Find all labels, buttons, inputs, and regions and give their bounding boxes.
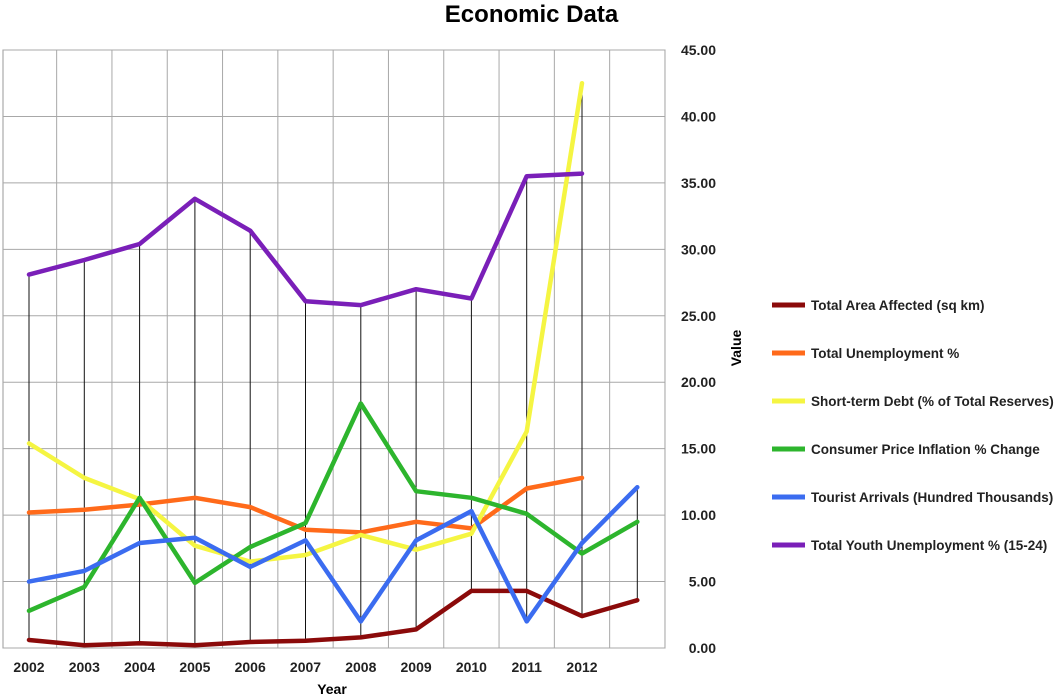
legend: Total Area Affected (sq km) Total Unemplo… [772, 298, 1054, 553]
drop-lines [28, 83, 638, 646]
series-line [26, 401, 640, 614]
series-line [26, 475, 585, 535]
x-axis-label: Year [317, 681, 347, 697]
chart-title: Economic Data [444, 1, 619, 28]
y-axis-ticks: 0.00 5.00 10.00 15.00 20.00 25.00 30.00 35.00 40… [681, 42, 716, 656]
x-axis-ticks: 2002 2003 2004 2005 2006 2007 2008 2009 2010 2011… [13, 659, 597, 675]
x-tick-label: 2011 [512, 659, 543, 675]
x-tick-label: 2005 [179, 659, 210, 675]
legend-label: Total Area Affected (sq km) [811, 298, 985, 313]
x-tick-label: 2002 [13, 659, 44, 675]
x-tick-label: 2007 [290, 659, 321, 675]
y-tick-label: 0.00 [689, 640, 716, 656]
x-tick-label: 2012 [566, 659, 597, 675]
y-axis-label: Value [728, 330, 744, 367]
y-tick-label: 30.00 [681, 241, 716, 257]
legend-label: Tourist Arrivals (Hundred Thousands) [811, 490, 1053, 505]
y-tick-label: 20.00 [681, 374, 716, 390]
x-tick-label: 2009 [401, 659, 432, 675]
series-line [26, 484, 640, 624]
x-tick-label: 2004 [124, 659, 155, 675]
y-tick-label: 15.00 [681, 441, 716, 457]
series-lines [26, 80, 640, 648]
legend-label: Short-term Debt (% of Total Reserves) [811, 394, 1054, 409]
y-tick-label: 40.00 [681, 108, 716, 124]
x-tick-label: 2003 [69, 659, 100, 675]
legend-label: Total Youth Unemployment % (15-24) [811, 538, 1047, 553]
series-line [26, 171, 585, 308]
y-tick-label: 5.00 [689, 574, 716, 590]
x-tick-label: 2006 [235, 659, 266, 675]
legend-label: Consumer Price Inflation % Change [811, 442, 1040, 457]
y-tick-label: 35.00 [681, 175, 716, 191]
series-line [26, 588, 640, 648]
y-tick-label: 45.00 [681, 42, 716, 58]
series-line [26, 80, 585, 564]
legend-label: Total Unemployment % [811, 346, 959, 361]
y-tick-label: 10.00 [681, 507, 716, 523]
x-tick-label: 2008 [345, 659, 376, 675]
y-tick-label: 25.00 [681, 308, 716, 324]
x-tick-label: 2010 [456, 659, 487, 675]
plot-grid [2, 49, 666, 649]
